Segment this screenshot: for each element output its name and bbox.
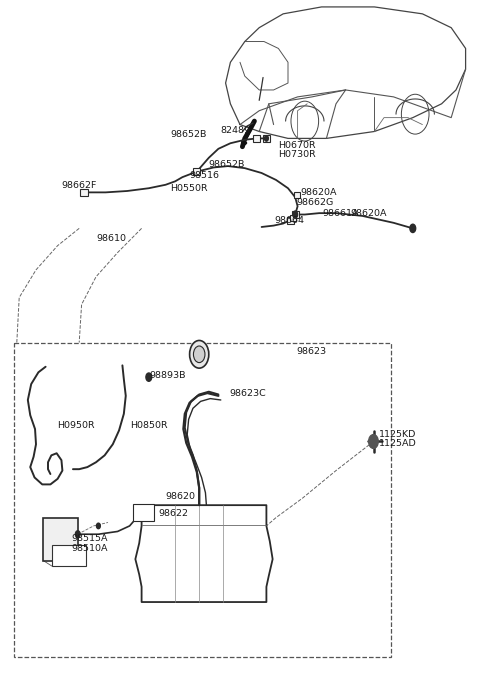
Text: 98620: 98620 bbox=[166, 492, 196, 502]
Text: 98620A: 98620A bbox=[350, 208, 387, 218]
Text: H0850R: H0850R bbox=[131, 421, 168, 430]
Text: 98652B: 98652B bbox=[170, 130, 207, 140]
Text: 98620A: 98620A bbox=[300, 188, 336, 197]
Circle shape bbox=[369, 435, 378, 448]
Circle shape bbox=[96, 523, 100, 529]
Text: H0670R: H0670R bbox=[278, 140, 316, 150]
Text: 98516: 98516 bbox=[190, 171, 220, 181]
Text: 82489: 82489 bbox=[221, 125, 251, 135]
Circle shape bbox=[190, 340, 209, 368]
Text: 1125AD: 1125AD bbox=[379, 439, 417, 448]
Bar bbox=[43, 518, 78, 561]
Text: H0550R: H0550R bbox=[170, 183, 208, 193]
Bar bbox=[263, 135, 270, 142]
Bar bbox=[294, 192, 300, 198]
Text: 98652B: 98652B bbox=[209, 160, 245, 170]
Text: 98623C: 98623C bbox=[229, 388, 266, 398]
Text: 98662G: 98662G bbox=[297, 197, 334, 207]
Text: 98893B: 98893B bbox=[150, 370, 186, 380]
Bar bbox=[80, 189, 87, 196]
Bar bbox=[193, 168, 201, 175]
Text: 98610: 98610 bbox=[96, 234, 126, 244]
Text: 1125KD: 1125KD bbox=[379, 430, 417, 439]
Text: 98515A: 98515A bbox=[71, 534, 108, 543]
Text: 98623: 98623 bbox=[297, 347, 327, 356]
Circle shape bbox=[75, 531, 80, 538]
Text: 98664: 98664 bbox=[275, 215, 304, 225]
Bar bbox=[14, 343, 391, 657]
Circle shape bbox=[293, 211, 298, 218]
Bar bbox=[52, 545, 86, 566]
Text: 98622: 98622 bbox=[158, 509, 188, 518]
Circle shape bbox=[193, 346, 205, 363]
Circle shape bbox=[410, 224, 416, 233]
Bar bbox=[133, 504, 154, 521]
Text: H0950R: H0950R bbox=[57, 421, 94, 430]
Text: 98510A: 98510A bbox=[71, 543, 108, 553]
Bar bbox=[253, 136, 260, 142]
Text: H0730R: H0730R bbox=[278, 149, 316, 159]
Circle shape bbox=[146, 373, 152, 381]
Text: 98662F: 98662F bbox=[61, 181, 97, 190]
Bar bbox=[290, 215, 296, 221]
Circle shape bbox=[264, 136, 268, 141]
Bar bbox=[292, 211, 299, 218]
Text: 98661A: 98661A bbox=[323, 208, 359, 218]
Bar bbox=[287, 217, 294, 224]
